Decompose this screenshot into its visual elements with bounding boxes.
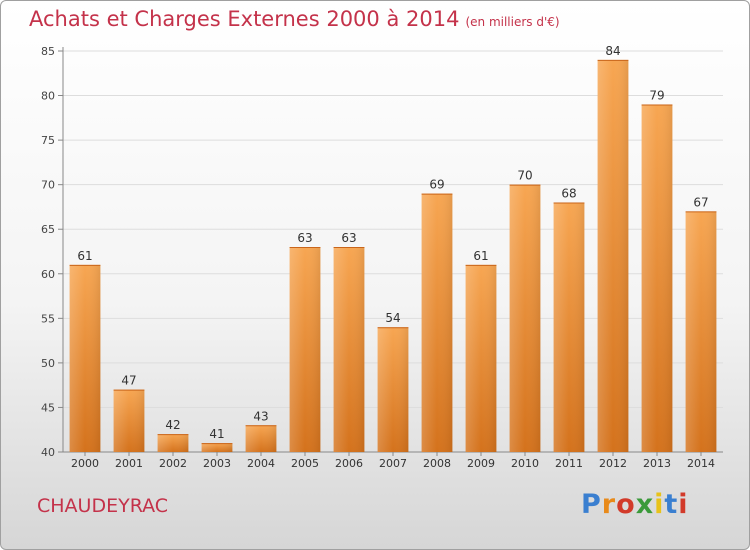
x-tick-label: 2009 [467,457,495,470]
logo-letter: x [635,489,655,520]
bar-shade [201,443,233,452]
logo-letter: r [601,489,617,520]
x-tick-label: 2010 [511,457,539,470]
x-tick-label: 2008 [423,457,451,470]
y-tick-label: 75 [41,134,55,147]
x-tick-label: 2013 [643,457,671,470]
x-tick-label: 2001 [115,457,143,470]
data-label: 61 [77,249,92,263]
bar-shade [641,104,673,452]
bar-shade [597,59,629,453]
logo-letter: t [664,489,679,520]
y-tick-label: 50 [41,357,55,370]
y-tick-label: 45 [41,401,55,414]
data-label: 68 [561,186,576,200]
proxiti-logo: Proxiti [581,489,689,520]
chart-unit: (en milliers d'€) [465,15,560,29]
x-tick-label: 2007 [379,457,407,470]
data-label: 61 [473,249,488,263]
y-tick-label: 55 [41,312,55,325]
y-tick-label: 85 [41,45,55,58]
y-tick-label: 60 [41,268,55,281]
x-tick-label: 2005 [291,457,319,470]
labels: 61 2000 47 2001 42 2002 41 2003 43 2004 63 2005 63 20… [71,44,715,470]
y-tick-label: 40 [41,446,55,459]
commune-name: CHAUDEYRAC [37,495,169,517]
data-label: 69 [429,178,444,192]
bar-shade [113,389,145,452]
logo-letter: o [616,489,636,520]
y-tick-label: 65 [41,223,55,236]
logo-letter: P [581,489,602,520]
data-label: 47 [121,374,136,388]
data-label: 63 [341,231,356,245]
data-label: 63 [297,231,312,245]
x-tick-label: 2011 [555,457,583,470]
bar-shade [157,434,189,452]
bar-shade [465,264,497,452]
bar-shade [245,425,277,452]
bar-shade [289,247,321,452]
x-tick-label: 2003 [203,457,231,470]
bar-shade [377,327,409,452]
y-tick-label: 80 [41,90,55,103]
data-label: 70 [517,169,532,183]
bar-shade [509,184,541,452]
x-tick-label: 2002 [159,457,187,470]
x-tick-label: 2004 [247,457,275,470]
logo-letter: i [678,489,689,520]
bars [69,59,717,453]
data-label: 54 [385,311,400,325]
x-tick-label: 2014 [687,457,715,470]
x-tick-label: 2006 [335,457,363,470]
data-label: 84 [605,44,620,58]
data-label: 79 [649,88,664,102]
data-label: 67 [693,195,708,209]
data-label: 41 [209,427,224,441]
bar-shade [553,202,585,452]
bar-shade [333,247,365,452]
logo-letter: i [654,489,665,520]
y-tick-label: 70 [41,179,55,192]
bar-shade [421,193,453,453]
data-label: 43 [253,409,268,423]
x-tick-label: 2012 [599,457,627,470]
x-tick-label: 2000 [71,457,99,470]
bar-shade [685,211,717,452]
chart-title-text: Achats et Charges Externes 2000 à 2014 [29,7,460,31]
data-label: 42 [165,418,180,432]
chart-title: Achats et Charges Externes 2000 à 2014 (e… [29,7,560,31]
bar-shade [69,264,101,452]
